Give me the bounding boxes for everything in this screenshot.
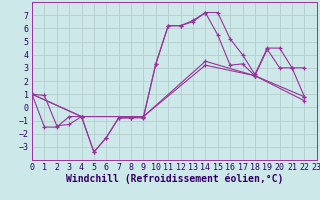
X-axis label: Windchill (Refroidissement éolien,°C): Windchill (Refroidissement éolien,°C) [66, 174, 283, 184]
